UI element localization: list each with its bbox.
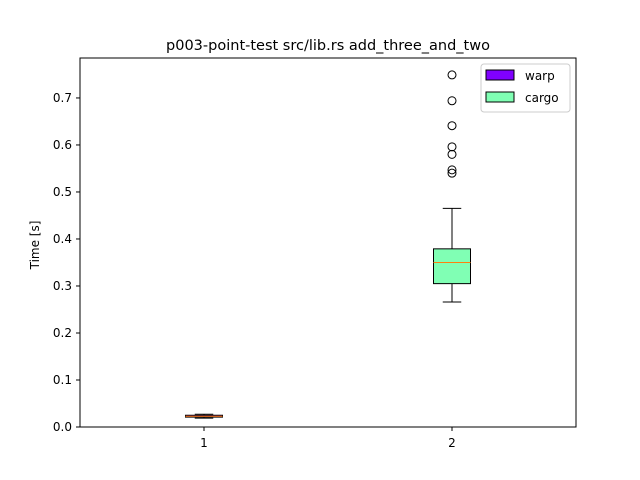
y-tick-label: 0.2 — [53, 326, 72, 340]
plot-frame — [79, 57, 577, 428]
outlier-point — [447, 96, 457, 106]
legend: warp cargo — [480, 63, 571, 113]
box — [433, 248, 471, 285]
y-tick-label: 0.3 — [53, 279, 72, 293]
outlier-point — [447, 70, 457, 80]
y-tick-label: 0.1 — [53, 373, 72, 387]
legend-label: cargo — [525, 91, 559, 105]
outlier-point — [447, 142, 457, 152]
x-tick-label: 1 — [200, 436, 208, 450]
y-tick-label: 0.6 — [53, 138, 72, 152]
plot-area: 0.0 0.1 0.2 0.3 0.4 0.5 0.6 0.7 1 2 — [53, 70, 471, 450]
outlier-point — [447, 168, 457, 178]
y-tick-label: 0.4 — [53, 232, 72, 246]
y-tick-label: 0.5 — [53, 185, 72, 199]
legend-swatch — [485, 91, 515, 103]
y-tick-label: 0.7 — [53, 91, 72, 105]
x-tick-label: 2 — [448, 436, 456, 450]
outlier-point — [447, 165, 457, 175]
legend-swatch — [485, 69, 515, 81]
outlier-point — [447, 121, 457, 131]
y-tick-label: 0.0 — [53, 420, 72, 434]
legend-label: warp — [525, 69, 555, 83]
y-axis-label: Time [s] — [28, 221, 42, 271]
chart-title: p003-point-test src/lib.rs add_three_and… — [166, 38, 490, 54]
